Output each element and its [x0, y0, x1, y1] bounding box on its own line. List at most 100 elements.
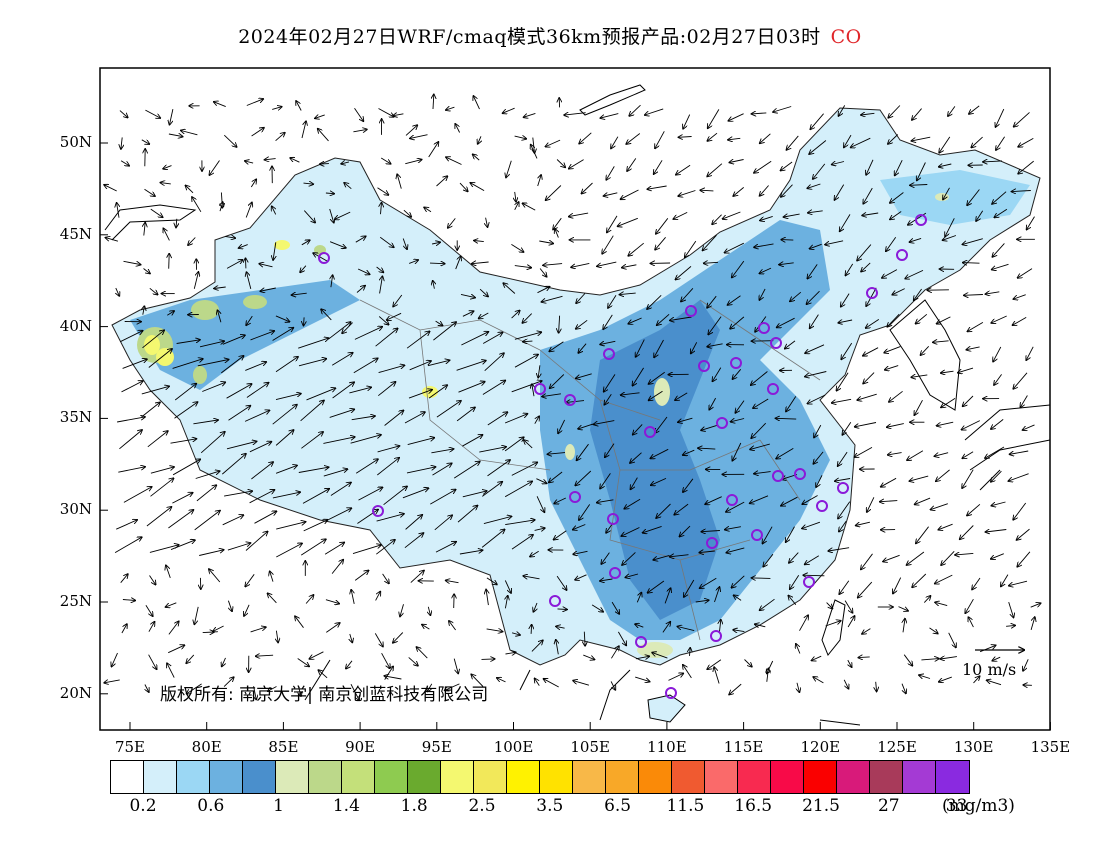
wind-arrow: [911, 375, 928, 377]
wind-arrow: [968, 617, 974, 628]
wind-arrow: [691, 342, 698, 353]
wind-arrow: [166, 565, 171, 579]
wind-arrow: [846, 263, 854, 276]
wind-arrow: [306, 388, 336, 401]
wind-arrow: [318, 129, 329, 142]
wind-arrow: [375, 328, 398, 347]
wind-arrow: [789, 552, 799, 563]
wind-arrow: [530, 550, 539, 556]
wind-arrow: [755, 624, 766, 627]
legend-tick-label: 2.5: [468, 796, 496, 816]
wind-arrow: [627, 158, 637, 171]
wind-arrow: [866, 159, 874, 175]
wind-vectors: [104, 95, 1040, 701]
wind-arrow: [536, 496, 544, 512]
wind-arrow: [142, 330, 165, 349]
wind-arrow: [707, 344, 723, 347]
wind-arrow: [597, 500, 614, 503]
legend-tick-label: 1.4: [332, 796, 360, 816]
wind-arrow: [620, 293, 636, 295]
map-title: 2024年02月27日WRF/cmaq模式36km预报产品:02月27日03时 C…: [0, 22, 1100, 49]
wind-arrow: [357, 510, 378, 524]
wind-arrow: [674, 503, 689, 515]
wind-arrow: [407, 438, 435, 446]
wind-arrow: [1026, 346, 1034, 360]
wind-arrow: [679, 137, 692, 138]
wind-arrow: [810, 314, 819, 329]
wind-arrow: [713, 367, 722, 382]
wind-arrow: [300, 401, 324, 422]
wind-arrow: [876, 681, 877, 692]
wind-arrow: [621, 527, 640, 537]
wind-arrow: [963, 238, 983, 245]
wind-arrow: [276, 522, 305, 530]
wind-arrow: [809, 140, 827, 155]
wind-arrow: [610, 681, 615, 689]
wind-arrow: [719, 620, 720, 633]
wind-arrow: [251, 128, 264, 137]
lon-label: 130E: [953, 738, 994, 756]
wind-arrow: [432, 242, 440, 244]
station-marker: [603, 348, 615, 360]
wind-arrow: [903, 619, 905, 633]
wind-arrow: [972, 577, 981, 589]
wind-arrow: [487, 412, 508, 426]
wind-arrow: [943, 187, 950, 200]
wind-arrow: [895, 160, 903, 175]
southeast-asia-coast: [304, 659, 861, 726]
wind-arrow: [760, 267, 772, 273]
wind-arrow: [522, 313, 533, 323]
co-zone-core: [590, 300, 720, 620]
legend-tick-label: 0.2: [129, 796, 157, 816]
wind-arrow: [921, 345, 930, 355]
station-marker: [710, 630, 722, 642]
wind-arrow: [355, 459, 378, 474]
wind-arrow: [511, 535, 533, 550]
wind-arrow: [149, 575, 156, 585]
wind-arrow: [329, 208, 334, 223]
wind-arrow: [344, 183, 352, 190]
wind-arrow: [807, 290, 820, 304]
station-marker: [770, 337, 782, 349]
legend-swatch: [738, 761, 771, 793]
wind-arrow: [479, 288, 488, 296]
wind-arrow: [487, 460, 511, 477]
wind-arrow: [524, 440, 533, 449]
wind-arrow: [148, 654, 157, 670]
wind-arrow: [936, 469, 950, 481]
wind-arrow: [328, 322, 350, 340]
wind-arrow: [186, 186, 194, 194]
wind-arrow: [549, 341, 564, 352]
wind-arrow: [504, 437, 524, 452]
legend-tick-label: 1.8: [400, 796, 428, 816]
wind-arrow: [275, 465, 297, 474]
wind-arrow: [120, 160, 129, 166]
wind-arrow: [186, 654, 195, 663]
wind-arrow: [604, 393, 612, 405]
wind-arrow: [991, 501, 1006, 506]
wind-arrow: [1017, 528, 1030, 540]
wind-arrow: [636, 339, 645, 357]
wind-arrow: [326, 623, 339, 633]
wind-arrow: [433, 281, 435, 289]
wind-arrow: [645, 108, 664, 115]
wind-arrow: [298, 359, 326, 367]
wind-arrow: [246, 99, 263, 106]
wind-arrow: [994, 208, 1008, 217]
wind-arrow: [883, 554, 900, 561]
wind-arrow: [150, 467, 174, 474]
station-marker: [794, 468, 806, 480]
wind-arrow: [579, 132, 592, 144]
wind-arrow: [629, 104, 641, 116]
wind-arrow: [172, 459, 200, 476]
station-marker: [803, 576, 815, 588]
wind-arrow: [597, 261, 617, 266]
wind-arrow: [534, 416, 539, 424]
wind-arrow: [275, 357, 298, 373]
wind-arrow: [812, 655, 822, 660]
wind-arrow: [324, 543, 344, 555]
wind-arrow: [539, 241, 553, 244]
wind-arrow: [654, 339, 664, 357]
wind-arrow: [790, 291, 802, 301]
wind-arrow: [799, 615, 809, 631]
